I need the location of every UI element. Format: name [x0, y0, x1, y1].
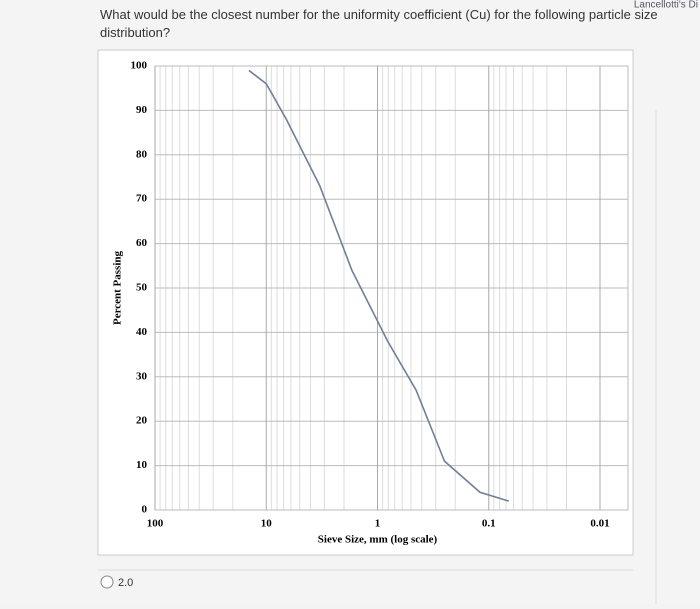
question-box: What would be the closest number for the…	[100, 7, 658, 40]
x-tick-label: 1	[375, 518, 381, 530]
x-tick-label: 100	[147, 518, 164, 530]
y-tick-label: 50	[136, 282, 148, 294]
corner-text: Lancellotti's Di	[634, 0, 698, 11]
y-tick-label: 90	[136, 104, 148, 116]
y-tick-label: 20	[136, 415, 148, 427]
y-tick-label: 80	[136, 148, 148, 160]
y-axis-label: Percent Passing	[112, 250, 124, 325]
x-tick-label: 0.01	[590, 518, 609, 530]
y-tick-label: 30	[136, 370, 148, 382]
x-tick-label: 0.1	[482, 518, 496, 530]
data-line	[248, 69, 510, 502]
y-tick-label: 60	[136, 237, 148, 249]
radio-button[interactable]	[100, 575, 114, 589]
x-tick-label: 10	[261, 518, 273, 530]
y-tick-label: 0	[142, 504, 148, 516]
question: What would be the closest number for the…	[100, 7, 658, 40]
y-tick-label: 100	[131, 60, 148, 72]
x-axis-label: Sieve Size, mm (log scale)	[318, 534, 438, 546]
y-tick-label: 40	[136, 326, 148, 338]
option-label[interactable]: 2.0	[118, 577, 133, 589]
y-tick-label: 70	[136, 193, 148, 205]
y-tick-label: 10	[136, 459, 148, 471]
